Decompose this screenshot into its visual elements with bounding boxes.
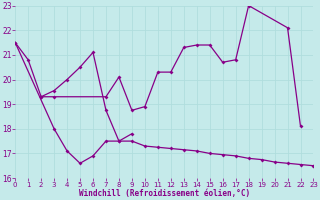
X-axis label: Windchill (Refroidissement éolien,°C): Windchill (Refroidissement éolien,°C): [79, 189, 250, 198]
